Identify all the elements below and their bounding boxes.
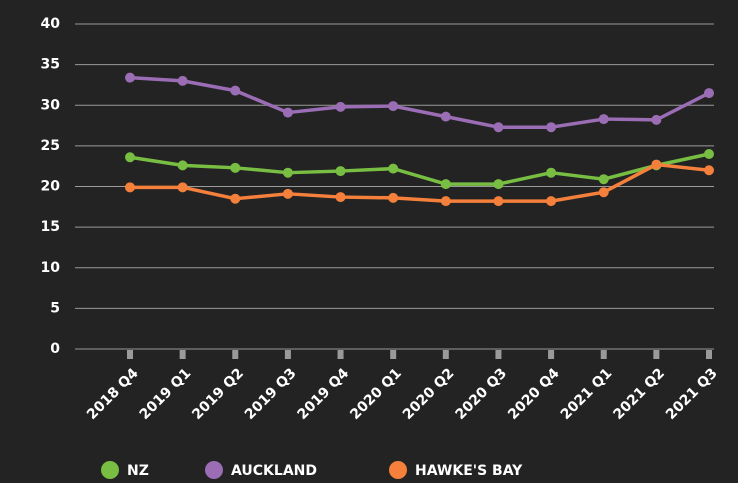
y-tick-label: 30 (41, 97, 61, 113)
x-tick (495, 350, 502, 359)
point (598, 114, 609, 125)
series-line (129, 75, 710, 129)
x-tick (390, 350, 397, 359)
point (125, 152, 135, 163)
y-tick-label: 10 (41, 260, 61, 276)
point (177, 182, 188, 193)
point (335, 192, 346, 203)
legend-label: HAWKE'S BAY (415, 463, 523, 479)
x-tick-label: 2019 Q1 (137, 365, 195, 423)
x-tick (127, 350, 133, 359)
x-tick-label: 2019 Q2 (189, 365, 247, 423)
y-tick-label: 20 (41, 179, 61, 195)
x-tick (232, 350, 239, 359)
point (440, 179, 451, 190)
point (282, 167, 293, 178)
x-tick-label: 2020 Q1 (347, 365, 405, 423)
legend-label: AUCKLAND (231, 463, 317, 479)
x-tick (442, 350, 449, 359)
point (546, 196, 557, 207)
point (125, 72, 135, 83)
x-tick (653, 350, 660, 359)
y-tick-label: 40 (41, 16, 61, 32)
x-tick-label: 2018 Q4 (84, 365, 142, 423)
point (230, 85, 241, 96)
point (493, 196, 504, 207)
point (546, 122, 557, 133)
point (177, 75, 188, 86)
y-tick-label: 5 (50, 300, 60, 316)
x-tick-label: 2021 Q3 (663, 365, 721, 423)
point (230, 193, 241, 204)
y-tick-label: 0 (50, 341, 60, 357)
point (598, 174, 609, 185)
y-tick-label: 25 (41, 138, 60, 154)
point (704, 149, 714, 159)
point (546, 167, 557, 178)
x-tick (337, 350, 344, 359)
point (282, 107, 293, 118)
point (335, 166, 346, 177)
legend-label: NZ (127, 463, 149, 479)
legend-item: NZ (101, 461, 149, 479)
point (177, 160, 188, 171)
legend-swatch (205, 461, 223, 479)
point (493, 122, 504, 133)
x-tick-label: 2020 Q3 (452, 365, 510, 423)
x-tick (706, 350, 712, 359)
legend-item: HAWKE'S BAY (389, 461, 523, 479)
point (388, 101, 399, 112)
series-line (130, 162, 710, 203)
x-tick-label: 2021 Q1 (558, 365, 616, 423)
point (440, 111, 451, 122)
legend-item: AUCKLAND (205, 461, 317, 479)
x-tick-label: 2020 Q2 (400, 365, 458, 423)
legend-swatch (101, 461, 119, 479)
y-tick-label: 15 (41, 219, 60, 235)
point (388, 163, 399, 174)
x-tick (600, 350, 607, 359)
x-tick-label: 2021 Q2 (610, 365, 668, 423)
x-tick (284, 350, 291, 359)
point (651, 114, 662, 125)
point (282, 188, 293, 199)
point (651, 159, 662, 170)
point (493, 179, 504, 190)
x-tick-label: 2019 Q4 (295, 365, 353, 423)
point (598, 187, 609, 198)
legend-swatch (389, 461, 407, 479)
point (388, 192, 399, 203)
point (440, 196, 451, 207)
series-line (129, 152, 710, 186)
x-tick-label: 2020 Q4 (505, 365, 563, 423)
point (125, 182, 135, 193)
point (335, 101, 346, 112)
point (704, 165, 714, 176)
y-tick-label: 35 (41, 57, 60, 73)
point (704, 88, 714, 99)
x-tick (548, 350, 555, 359)
x-tick-label: 2019 Q3 (242, 365, 300, 423)
x-tick (179, 350, 186, 359)
point (230, 162, 241, 173)
